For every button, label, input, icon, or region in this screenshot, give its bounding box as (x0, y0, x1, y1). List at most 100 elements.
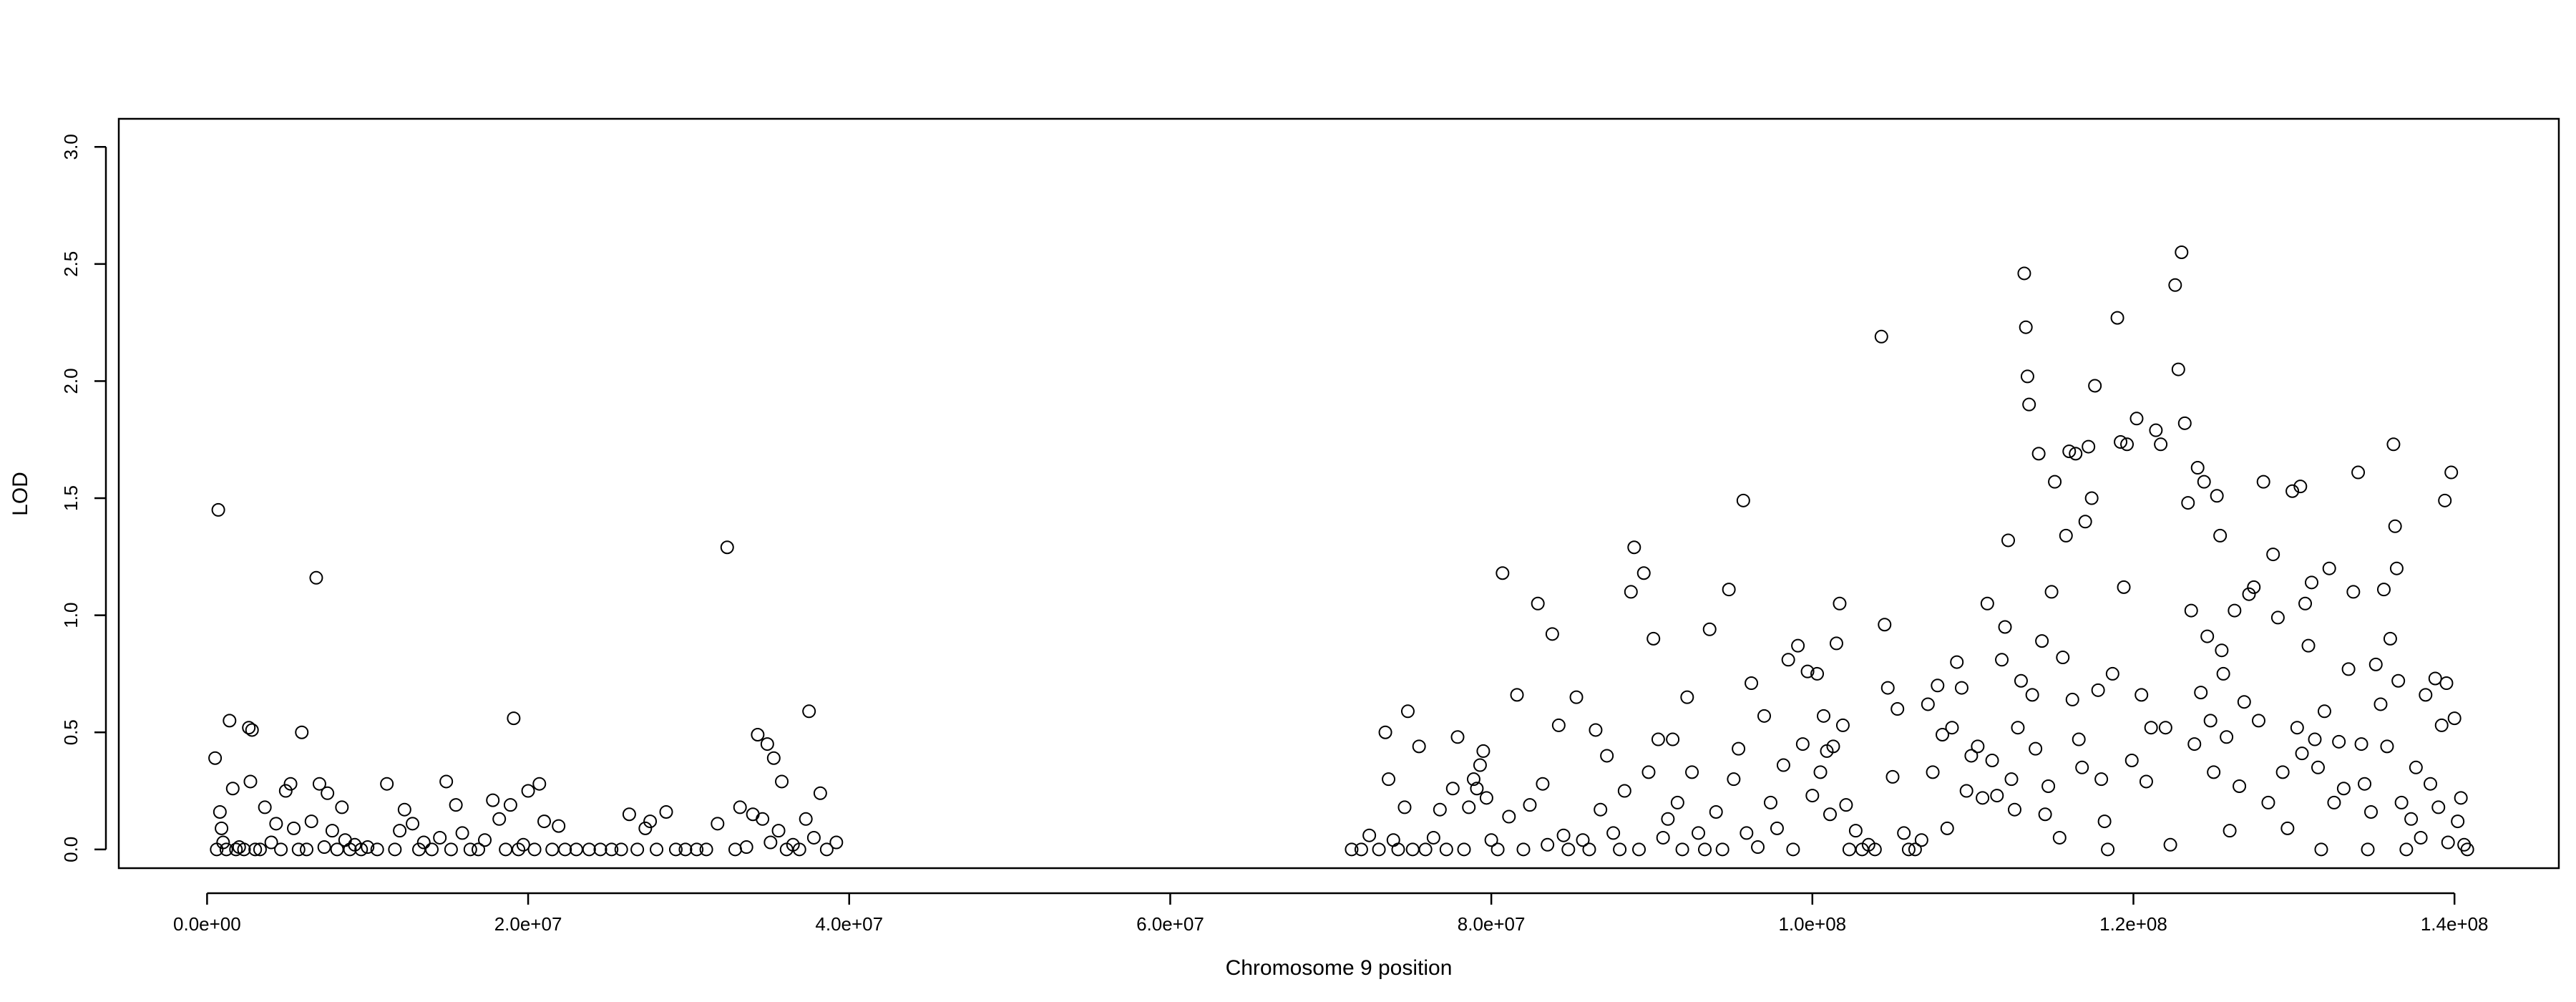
data-point (1462, 800, 1476, 814)
data-point (1914, 833, 1928, 847)
data-point (2434, 718, 2449, 732)
data-point (2207, 765, 2221, 779)
data-point (2019, 320, 2033, 334)
data-point (2187, 737, 2202, 752)
data-point (2022, 397, 2036, 412)
data-point (668, 842, 683, 857)
data-point (532, 777, 547, 791)
x-tick-label: 8.0e+07 (1458, 913, 1526, 935)
data-point (1901, 842, 1916, 857)
data-point (2154, 437, 2168, 452)
data-point (739, 840, 753, 855)
data-point (2399, 842, 2414, 857)
y-axis-ticks: 0.0 0.5 1.0 1.5 2.0 2.5 3.0 (60, 134, 106, 862)
data-point (1372, 842, 1386, 857)
data-point (370, 842, 384, 857)
data-point (1484, 833, 1498, 847)
data-point (321, 786, 335, 800)
y-tick-label: 1.5 (60, 485, 82, 511)
data-point (312, 777, 326, 791)
data-point (278, 784, 293, 798)
data-point (1545, 627, 1559, 641)
data-point (433, 830, 447, 845)
data-point (643, 814, 658, 829)
data-point (2210, 489, 2224, 503)
data-point (1412, 739, 1426, 754)
data-point (1786, 842, 1800, 857)
data-point (545, 842, 560, 857)
data-point (2135, 688, 2149, 702)
data-point (1964, 749, 1979, 763)
data-point (335, 800, 349, 814)
data-point (1936, 728, 1950, 742)
data-point (2228, 603, 2242, 618)
data-point (1945, 721, 1959, 735)
data-point (211, 502, 225, 517)
data-point (2341, 662, 2356, 676)
data-point (1995, 653, 2009, 667)
data-point (1805, 789, 1820, 803)
data-point (1757, 709, 1772, 723)
data-point (728, 842, 742, 857)
data-point (1397, 800, 1412, 814)
data-point (2011, 721, 2025, 735)
data-point (622, 807, 636, 822)
data-point (558, 842, 572, 857)
data-point (1617, 784, 1631, 798)
data-point (2376, 583, 2391, 597)
data-point (1582, 842, 1596, 857)
data-point (593, 842, 608, 857)
data-point (512, 842, 526, 857)
data-point (2322, 561, 2336, 575)
data-point (216, 835, 230, 850)
data-point (766, 751, 781, 765)
data-point (2428, 671, 2442, 686)
data-point (304, 814, 318, 829)
data-point (2332, 734, 2346, 749)
data-point (1880, 681, 1895, 695)
data-point (2035, 634, 2049, 648)
data-point (1551, 718, 1566, 732)
data-point (2139, 774, 2153, 789)
data-point (424, 842, 439, 857)
data-point (2351, 465, 2366, 480)
data-point (1680, 690, 1694, 704)
data-point (2223, 824, 2237, 838)
data-point (1736, 493, 1750, 507)
data-point (455, 826, 469, 840)
data-point (1751, 840, 1765, 855)
data-point (2025, 688, 2039, 702)
data-point (237, 842, 251, 857)
data-point (258, 800, 272, 814)
data-point (2114, 435, 2128, 449)
data-point (720, 540, 734, 555)
data-point (2404, 812, 2419, 826)
data-point (1433, 802, 1447, 817)
data-point (1745, 676, 1759, 691)
data-point (449, 798, 463, 812)
data-point (1523, 798, 1537, 812)
data-point (2069, 447, 2083, 461)
data-point (813, 786, 827, 800)
data-point (361, 840, 375, 855)
data-point (650, 842, 664, 857)
data-point (2031, 447, 2046, 461)
data-point (325, 824, 339, 838)
data-point (1826, 739, 1840, 754)
data-point (2091, 683, 2105, 697)
data-point (1791, 638, 1805, 653)
y-tick-label: 2.0 (60, 368, 82, 394)
data-point (1606, 826, 1621, 840)
data-point (521, 784, 535, 798)
data-point (317, 840, 331, 855)
data-point (264, 835, 278, 850)
data-point (1516, 842, 1531, 857)
data-point (2311, 760, 2325, 774)
data-point (1998, 620, 2012, 634)
data-point (463, 842, 477, 857)
data-point (416, 835, 431, 850)
data-point (1921, 697, 1935, 711)
data-point (1576, 833, 1590, 847)
y-tick-label: 0.0 (60, 837, 82, 862)
x-tick-label: 0.0e+00 (173, 913, 241, 935)
